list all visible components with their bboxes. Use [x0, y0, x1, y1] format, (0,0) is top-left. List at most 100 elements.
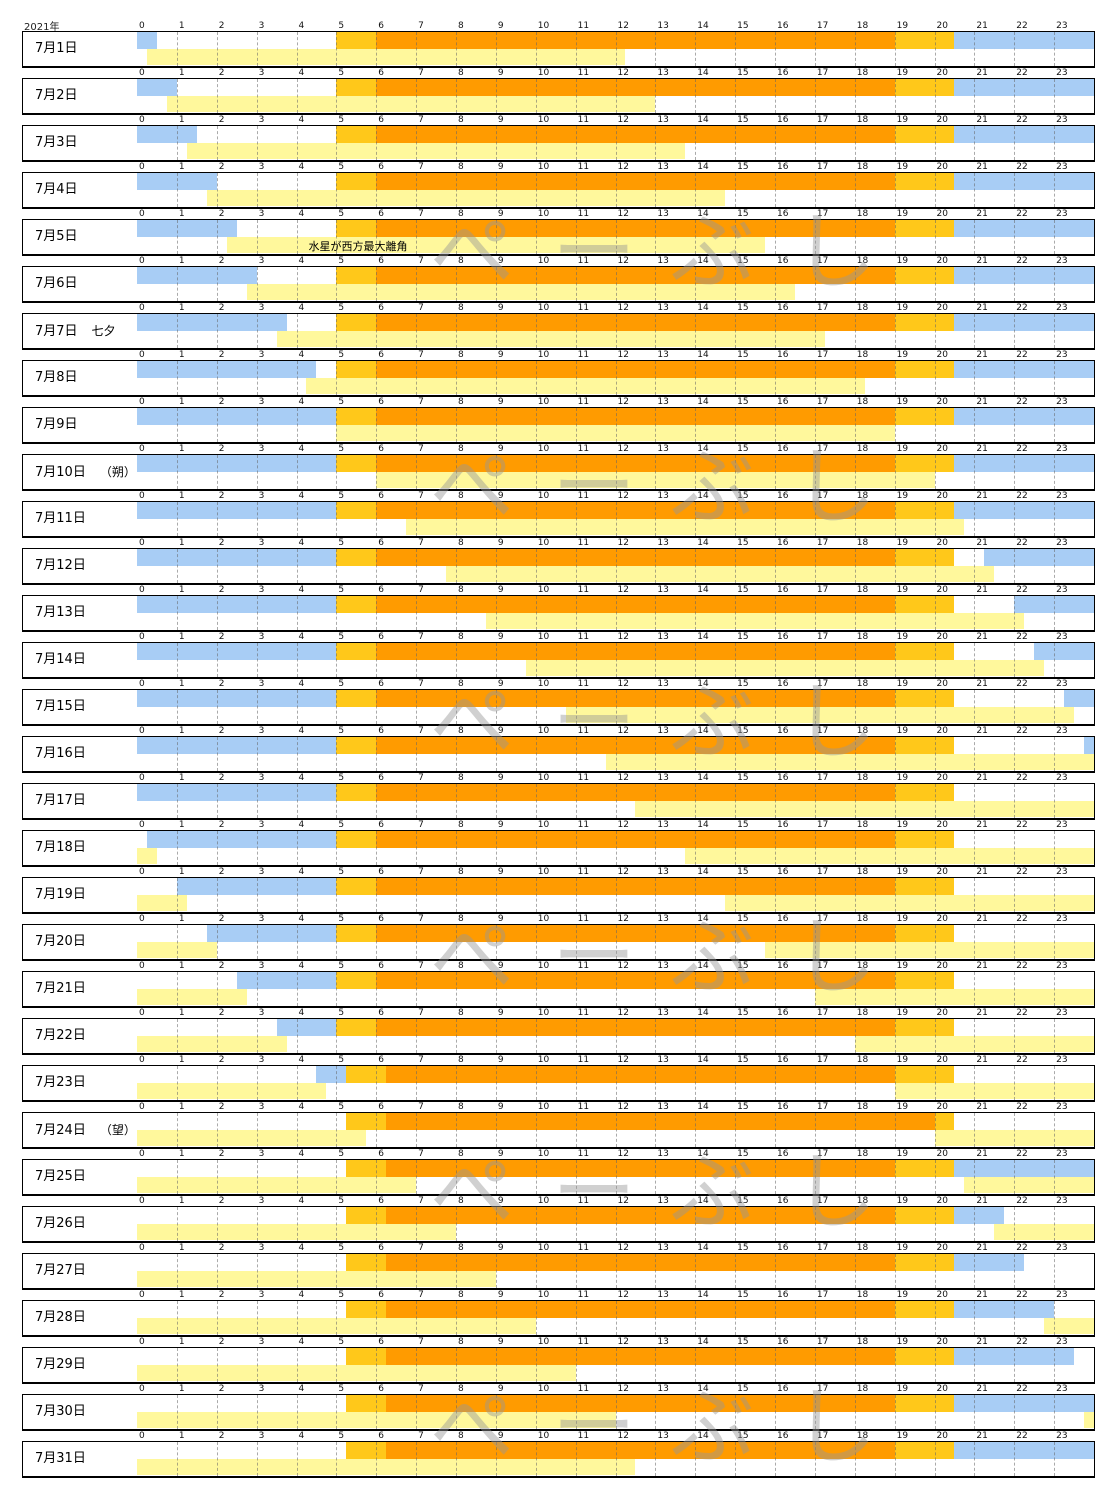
hour-gridline: [1054, 643, 1056, 677]
hour-tick-label: 16: [777, 1431, 789, 1441]
hour-gridline: [456, 314, 457, 348]
twilight-pm-bar: [934, 1113, 955, 1130]
hour-gridline: [535, 643, 537, 677]
hour-gridline: [974, 1160, 976, 1194]
daytime-bar: [386, 1301, 895, 1318]
hour-gridline: [934, 972, 936, 1006]
hour-gridline: [176, 1066, 178, 1100]
hour-tick-axis: 0 1 2 3 4 5 6 7 8 9 10 11 12 13 14 15 16 17 18 19 20 21 22 23: [136, 490, 1095, 502]
hour-gridline: [376, 878, 378, 912]
hour-tick-label: 13: [657, 256, 669, 266]
day-row: 0 1 2 3 4 5 6 7 8 9 10 11 12 13 14 15 16 17 18 19 20 21 22 23 7月…: [22, 1148, 1095, 1196]
hour-gridline: [854, 455, 856, 489]
hour-gridline: [456, 267, 457, 301]
hour-gridline: [176, 1348, 178, 1382]
hour-tick-label: 22: [1016, 303, 1028, 313]
hour-gridline: [456, 596, 457, 630]
hour-tick-label: 16: [777, 162, 789, 172]
hour-gridline: [735, 1395, 737, 1429]
hour-gridline: [814, 784, 816, 818]
hour-tick-axis: 0 1 2 3 4 5 6 7 8 9 10 11 12 13 14 15 16 17 18 19 20 21 22 23: [136, 960, 1095, 972]
hour-gridline: [296, 1254, 298, 1288]
hour-tick-label: 1: [178, 21, 185, 31]
hour-tick-label: 14: [697, 914, 709, 924]
hour-gridline: [456, 1254, 457, 1288]
hour-gridline: [216, 925, 218, 959]
hour-gridline: [974, 1254, 976, 1288]
hour-gridline: [495, 690, 497, 724]
moon-visible-bar: [1084, 1412, 1094, 1428]
hour-gridline: [934, 1160, 936, 1194]
day-label-text: 7月31日: [35, 1451, 86, 1466]
day-plot: [137, 1395, 1094, 1429]
hour-tick-label: 13: [657, 491, 669, 501]
hour-tick-axis: 0 1 2 3 4 5 6 7 8 9 10 11 12 13 14 15 16 17 18 19 20 21 22 23: [136, 866, 1095, 878]
hour-gridline: [695, 878, 697, 912]
hour-gridline: [854, 32, 856, 66]
hour-gridline: [495, 408, 497, 442]
hour-tick-label: 16: [777, 1196, 789, 1206]
hour-gridline: [894, 1160, 896, 1194]
hour-tick-label: 19: [896, 1290, 909, 1300]
hour-tick-label: 8: [458, 209, 464, 219]
hour-tick-label: 5: [338, 773, 345, 783]
hour-tick-label: 20: [936, 1384, 948, 1394]
hour-tick-label: 7: [418, 1055, 424, 1065]
hour-gridline: [495, 972, 497, 1006]
hour-gridline: [535, 1113, 537, 1147]
daytime-bar: [376, 878, 895, 895]
hour-tick-label: 6: [378, 585, 384, 595]
day-box: 7月15日: [22, 689, 1095, 726]
hour-gridline: [336, 1160, 338, 1194]
hour-tick-label: 9: [497, 444, 504, 454]
hour-tick-label: 0: [139, 162, 145, 172]
hour-gridline: [256, 361, 258, 395]
hour-tick-label: 23: [1056, 914, 1068, 924]
hour-tick-label: 19: [896, 1102, 909, 1112]
hour-tick-label: 20: [936, 256, 948, 266]
hour-gridline: [495, 1348, 497, 1382]
hour-tick-axis: 0 1 2 3 4 5 6 7 8 9 10 11 12 13 14 15 16 17 18 19 20 21 22 23: [136, 772, 1095, 784]
hour-gridline: [416, 972, 418, 1006]
hour-tick-label: 20: [936, 632, 948, 642]
day-label-text: 7月4日: [35, 182, 78, 197]
moon-visible-bar: [166, 96, 656, 112]
hour-gridline: [336, 643, 338, 677]
hour-tick-label: 20: [936, 21, 948, 31]
hour-tick-label: 2: [218, 1149, 225, 1159]
hour-tick-label: 18: [856, 68, 869, 78]
hour-tick-label: 1: [178, 350, 185, 360]
hour-tick-label: 0: [139, 350, 145, 360]
hour-tick-label: 8: [458, 303, 464, 313]
hour-gridline: [854, 408, 856, 442]
hour-tick-label: 2: [218, 209, 225, 219]
hour-gridline: [495, 784, 497, 818]
hour-gridline: [894, 267, 896, 301]
hour-gridline: [296, 972, 298, 1006]
hour-gridline: [575, 1301, 577, 1335]
hour-tick-label: 20: [936, 538, 948, 548]
hour-gridline: [735, 455, 737, 489]
hour-tick-label: 3: [258, 1431, 265, 1441]
hour-tick-label: 5: [338, 21, 345, 31]
hour-gridline: [894, 1254, 896, 1288]
hour-tick-label: 16: [777, 961, 789, 971]
day-row: 0 1 2 3 4 5 6 7 8 9 10 11 12 13 14 15 16 17 18 19 20 21 22 23 7月…: [22, 1336, 1095, 1384]
hour-tick-label: 1: [178, 397, 185, 407]
hour-tick-label: 14: [697, 1337, 709, 1347]
hour-tick-label: 12: [617, 1055, 629, 1065]
hour-gridline: [1014, 1395, 1016, 1429]
hour-tick-label: 20: [936, 350, 948, 360]
day-box: 7月23日: [22, 1065, 1095, 1102]
twilight-am-bar: [346, 1442, 387, 1459]
hour-gridline: [1014, 737, 1016, 771]
hour-gridline: [1054, 1113, 1056, 1147]
day-label: 7月20日: [23, 925, 137, 959]
hour-gridline: [814, 173, 816, 207]
hour-tick-label: 20: [936, 1149, 948, 1159]
hour-gridline: [416, 126, 418, 160]
hour-tick-label: 2: [218, 1290, 225, 1300]
hour-tick-label: 22: [1016, 632, 1028, 642]
hour-gridline: [535, 220, 537, 254]
hour-tick-label: 21: [976, 491, 988, 501]
